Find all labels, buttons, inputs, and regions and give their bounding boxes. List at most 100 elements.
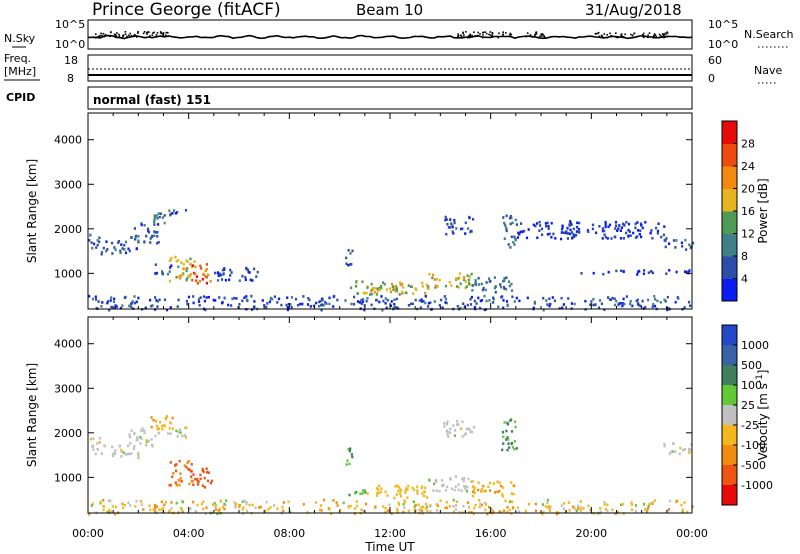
data-cell (444, 215, 447, 219)
nsearch-dot (165, 31, 168, 34)
data-cell (575, 230, 578, 233)
cpid-panel: CPID normal (fast) 151 (6, 86, 693, 110)
nsearch-dot (485, 32, 488, 35)
data-cell (358, 301, 361, 304)
data-cell (502, 299, 505, 302)
data-cell (114, 306, 117, 309)
nsearch-dot (162, 33, 164, 36)
data-cell (102, 246, 105, 250)
data-cell (157, 223, 160, 226)
data-cell (114, 248, 117, 252)
data-cell (567, 297, 570, 300)
data-cell (457, 483, 460, 486)
data-cell (200, 267, 203, 270)
data-cell (542, 308, 545, 312)
station-title: Prince George (fitACF) (92, 0, 281, 20)
y-tick-label: 3000 (54, 382, 82, 395)
data-cell (221, 506, 225, 509)
data-cell (123, 503, 126, 507)
data-cell (406, 488, 409, 491)
data-cell (137, 451, 140, 455)
colorbar-swatch (722, 278, 737, 302)
data-cell (434, 286, 437, 289)
data-cell (689, 448, 692, 452)
data-cell (635, 299, 638, 303)
data-cell (619, 237, 623, 240)
data-cell (375, 298, 378, 302)
data-cell (163, 221, 166, 225)
data-cell (402, 503, 405, 506)
data-cell (98, 441, 101, 444)
nsearch-dot (532, 36, 534, 38)
data-cell (413, 505, 416, 508)
data-cell (404, 489, 407, 492)
data-cell (436, 509, 439, 512)
nsearch-dot (152, 32, 154, 34)
data-cell (100, 252, 103, 256)
data-cell (467, 505, 471, 509)
data-cell (503, 221, 506, 225)
data-cell (450, 284, 453, 287)
data-cell (330, 512, 333, 515)
data-cell (668, 452, 671, 455)
data-cell (509, 419, 512, 422)
nsearch-dot (601, 35, 604, 38)
nsearch-dot (624, 33, 626, 36)
data-cell (560, 296, 563, 300)
data-cell (451, 224, 454, 227)
data-cell (110, 305, 113, 309)
data-cell (577, 228, 581, 231)
data-cell (578, 221, 581, 225)
data-cell (651, 305, 654, 309)
nsearch-dot (457, 33, 459, 35)
data-cell (189, 263, 192, 266)
data-cell (140, 429, 143, 432)
data-cell (549, 302, 552, 306)
data-cell (647, 504, 650, 508)
data-cell (464, 487, 467, 490)
data-cell (601, 229, 604, 233)
data-cell (268, 300, 271, 304)
data-cell (459, 306, 462, 310)
data-cell (353, 507, 357, 510)
data-cell (570, 302, 573, 305)
data-cell (471, 485, 474, 488)
data-cell (363, 304, 366, 307)
nsearch-dot (535, 33, 538, 35)
data-cell (150, 304, 153, 308)
data-cell (511, 221, 514, 225)
data-cell (497, 305, 500, 309)
data-cell (194, 272, 197, 276)
data-cell (186, 260, 189, 263)
data-cell (222, 273, 225, 276)
data-cell (161, 272, 164, 275)
data-cell (505, 229, 508, 233)
data-cell (516, 236, 520, 239)
data-cell (614, 227, 617, 230)
data-cell (121, 502, 124, 506)
data-cell (194, 477, 197, 481)
data-cell (112, 452, 115, 456)
data-cell (657, 222, 660, 225)
data-cell (244, 276, 247, 279)
data-cell (683, 501, 686, 504)
data-cell (350, 453, 353, 456)
data-cell (448, 281, 451, 284)
data-cell (243, 296, 246, 299)
data-cell (390, 512, 393, 515)
nsearch-dot (482, 36, 484, 39)
data-cell (349, 252, 352, 255)
nsearch-dot (116, 32, 118, 34)
data-cell (395, 493, 398, 496)
data-cell (456, 423, 459, 426)
data-cell (141, 427, 144, 430)
data-cell (243, 499, 246, 503)
nsearch-dot (484, 31, 486, 33)
data-cell (167, 432, 170, 435)
nsearch-dot (115, 35, 117, 37)
data-cell (156, 231, 159, 234)
data-cell (133, 432, 136, 435)
data-cell (664, 245, 667, 249)
data-cell (547, 224, 550, 228)
